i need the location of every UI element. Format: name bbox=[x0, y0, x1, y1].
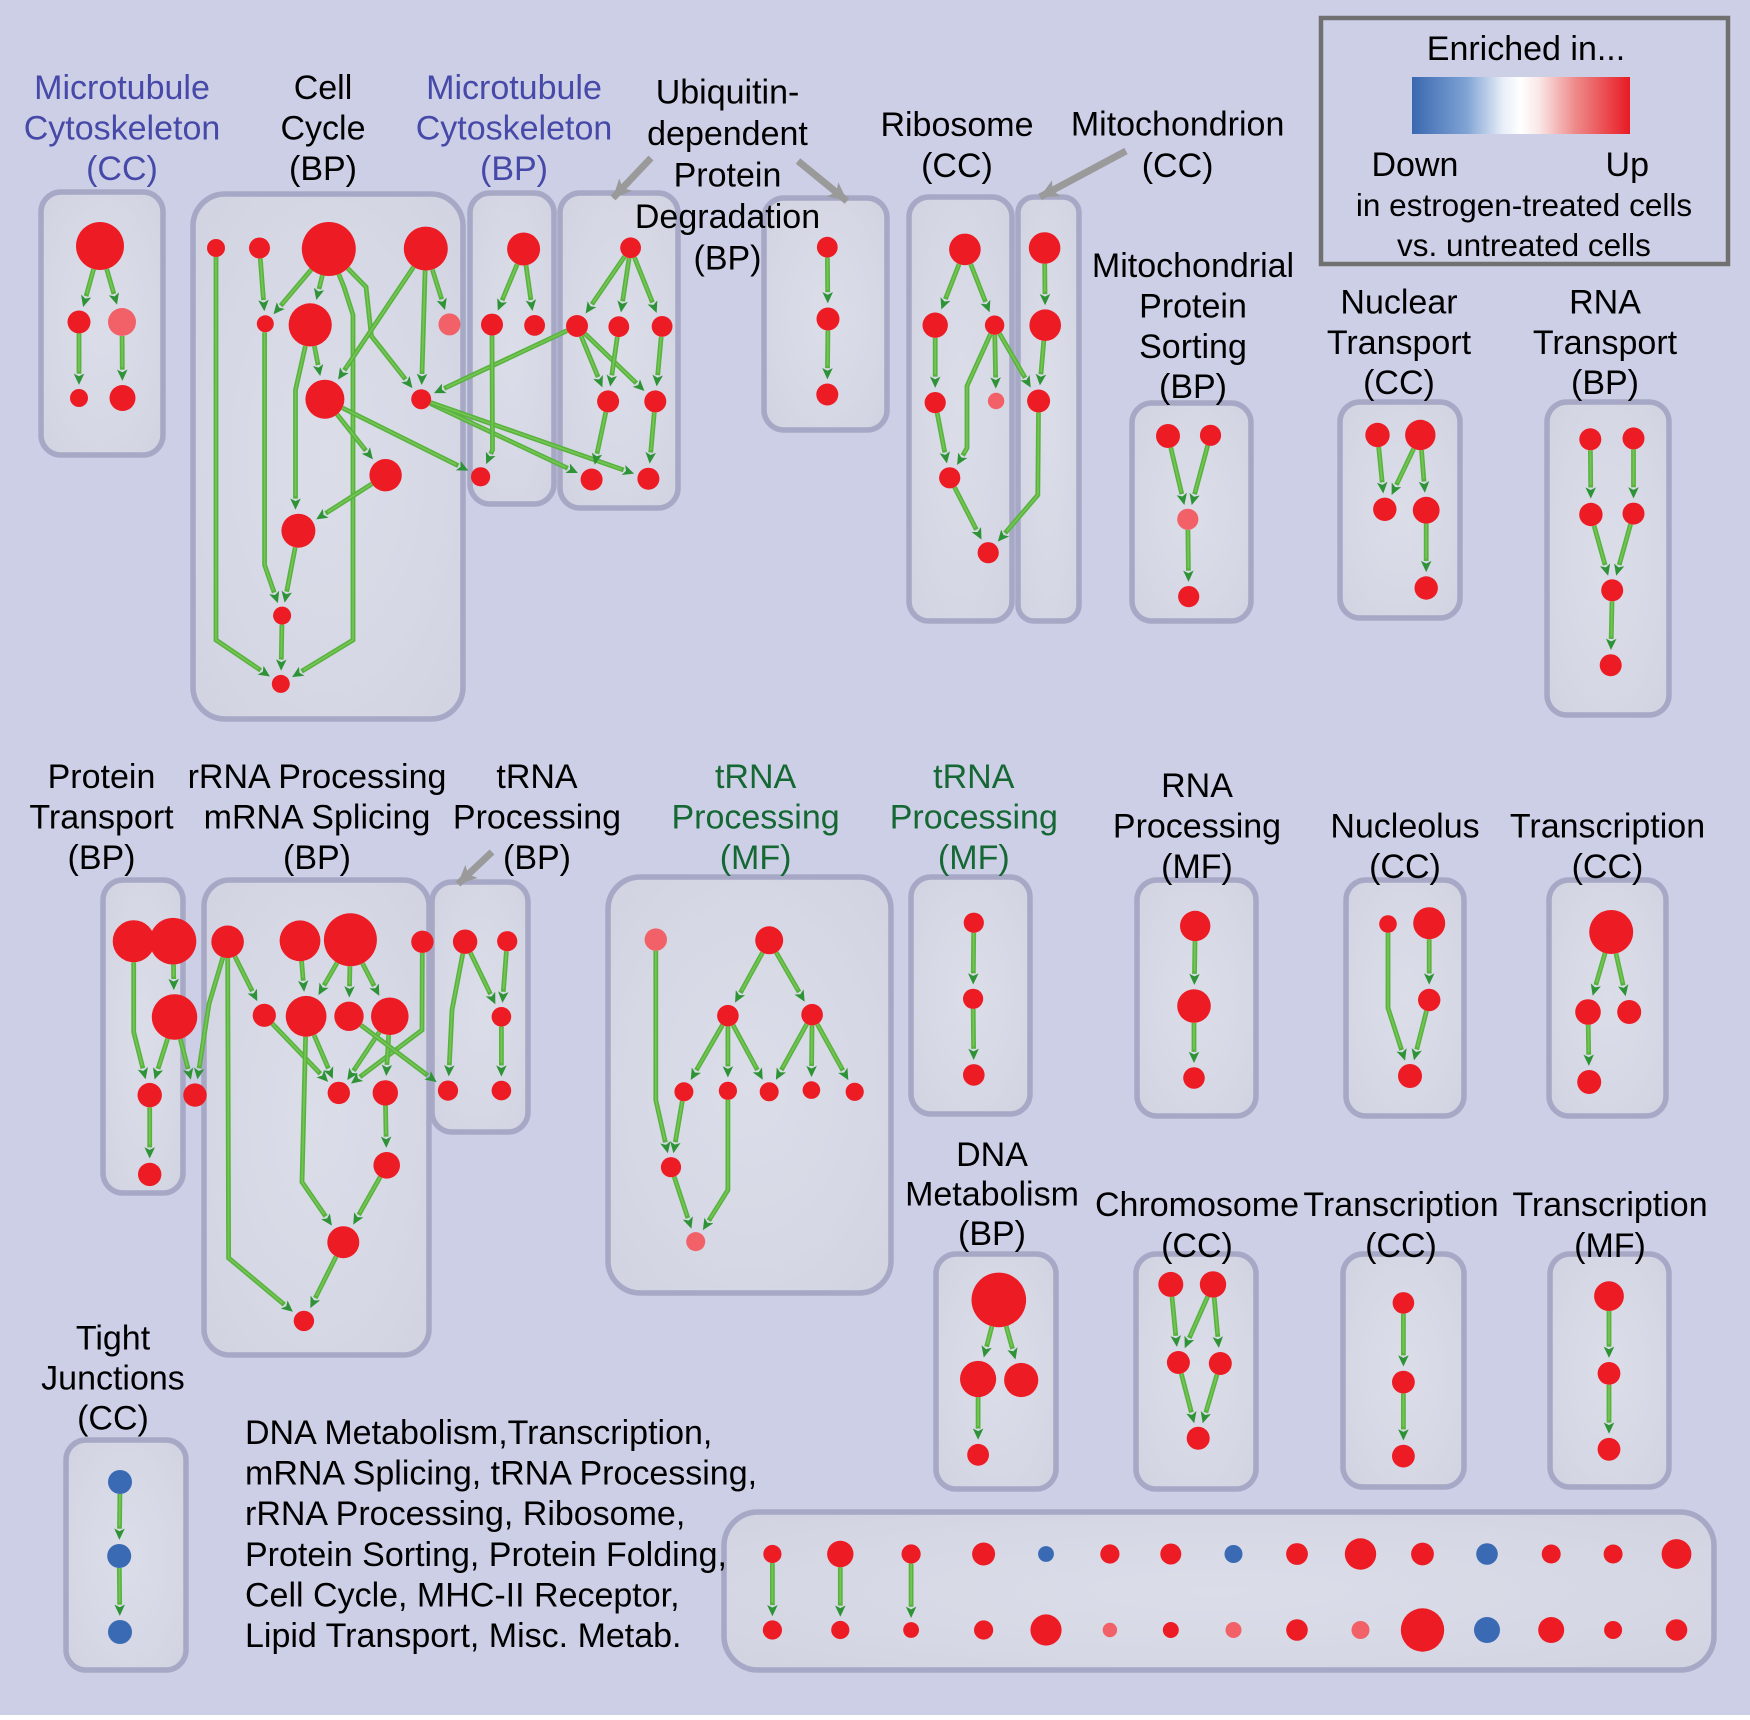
svg-text:Nucleolus: Nucleolus bbox=[1330, 808, 1479, 846]
svg-text:Transcription: Transcription bbox=[1510, 808, 1705, 846]
svg-text:(CC): (CC) bbox=[921, 147, 993, 185]
svg-text:Cell Cycle, MHC-II Receptor,: Cell Cycle, MHC-II Receptor, bbox=[245, 1576, 680, 1614]
svg-text:Chromosome: Chromosome bbox=[1095, 1186, 1299, 1224]
svg-text:Up: Up bbox=[1606, 146, 1649, 184]
svg-text:(CC): (CC) bbox=[1142, 147, 1214, 185]
svg-text:(BP): (BP) bbox=[694, 240, 762, 278]
svg-text:tRNA: tRNA bbox=[715, 758, 797, 796]
svg-text:Cycle: Cycle bbox=[280, 109, 365, 147]
svg-text:(CC): (CC) bbox=[1161, 1227, 1233, 1265]
svg-text:Transport: Transport bbox=[1533, 324, 1678, 362]
svg-text:in estrogen-treated cells: in estrogen-treated cells bbox=[1356, 187, 1692, 223]
svg-text:Protein Sorting, Protein Foldi: Protein Sorting, Protein Folding, bbox=[245, 1536, 727, 1574]
svg-text:Enriched in...: Enriched in... bbox=[1427, 30, 1625, 68]
svg-text:(CC): (CC) bbox=[86, 150, 158, 188]
svg-text:Metabolism: Metabolism bbox=[905, 1176, 1079, 1214]
svg-text:(BP): (BP) bbox=[480, 150, 548, 188]
svg-text:mRNA Splicing: mRNA Splicing bbox=[204, 798, 431, 836]
svg-text:(CC): (CC) bbox=[1363, 364, 1435, 402]
svg-text:Transcription: Transcription bbox=[1303, 1186, 1498, 1224]
svg-text:Tight: Tight bbox=[76, 1319, 151, 1357]
svg-text:Down: Down bbox=[1372, 146, 1459, 184]
svg-text:Lipid Transport, Misc. Metab.: Lipid Transport, Misc. Metab. bbox=[245, 1617, 682, 1655]
svg-text:Cytoskeleton: Cytoskeleton bbox=[416, 109, 613, 147]
svg-text:Protein: Protein bbox=[1139, 287, 1247, 325]
svg-text:Processing: Processing bbox=[453, 798, 621, 836]
svg-text:Ubiquitin-: Ubiquitin- bbox=[656, 74, 800, 112]
svg-text:rRNA Processing: rRNA Processing bbox=[188, 758, 447, 796]
svg-text:Microtubule: Microtubule bbox=[34, 69, 210, 107]
svg-text:(BP): (BP) bbox=[289, 150, 357, 188]
svg-text:(BP): (BP) bbox=[68, 839, 136, 877]
svg-text:tRNA: tRNA bbox=[933, 758, 1015, 796]
svg-text:Mitochondrion: Mitochondrion bbox=[1071, 106, 1285, 144]
svg-text:Cell: Cell bbox=[294, 69, 353, 107]
svg-text:Cytoskeleton: Cytoskeleton bbox=[24, 109, 221, 147]
svg-text:Transcription: Transcription bbox=[1512, 1186, 1707, 1224]
svg-text:Sorting: Sorting bbox=[1139, 328, 1247, 366]
svg-text:Processing: Processing bbox=[671, 798, 839, 836]
svg-text:(MF): (MF) bbox=[1161, 848, 1233, 886]
svg-text:(BP): (BP) bbox=[1159, 368, 1227, 406]
svg-text:Processing: Processing bbox=[890, 798, 1058, 836]
svg-text:DNA Metabolism,Transcription,: DNA Metabolism,Transcription, bbox=[245, 1414, 712, 1452]
svg-text:(MF): (MF) bbox=[1574, 1227, 1646, 1265]
svg-text:rRNA Processing, Ribosome,: rRNA Processing, Ribosome, bbox=[245, 1495, 685, 1533]
svg-text:Mitochondrial: Mitochondrial bbox=[1092, 247, 1294, 285]
svg-text:Transport: Transport bbox=[1327, 324, 1472, 362]
svg-text:(CC): (CC) bbox=[1365, 1227, 1437, 1265]
svg-text:(CC): (CC) bbox=[1572, 848, 1644, 886]
svg-text:Nuclear: Nuclear bbox=[1340, 284, 1457, 322]
svg-text:Processing: Processing bbox=[1113, 807, 1281, 845]
svg-text:DNA: DNA bbox=[956, 1136, 1028, 1174]
svg-text:(BP): (BP) bbox=[503, 839, 571, 877]
svg-text:Ribosome: Ribosome bbox=[880, 106, 1033, 144]
svg-text:(CC): (CC) bbox=[1369, 848, 1441, 886]
svg-text:(CC): (CC) bbox=[77, 1399, 149, 1437]
svg-text:(BP): (BP) bbox=[1571, 364, 1639, 402]
svg-text:mRNA Splicing, tRNA Processing: mRNA Splicing, tRNA Processing, bbox=[245, 1455, 757, 1493]
svg-text:RNA: RNA bbox=[1569, 284, 1641, 322]
svg-text:RNA: RNA bbox=[1161, 767, 1233, 805]
svg-text:(BP): (BP) bbox=[958, 1215, 1026, 1253]
svg-text:Junctions: Junctions bbox=[41, 1359, 185, 1397]
svg-text:tRNA: tRNA bbox=[496, 758, 578, 796]
svg-text:dependent: dependent bbox=[647, 115, 808, 153]
svg-text:(MF): (MF) bbox=[720, 839, 792, 877]
svg-text:Protein: Protein bbox=[48, 758, 156, 796]
svg-text:(MF): (MF) bbox=[938, 839, 1010, 877]
svg-text:vs. untreated cells: vs. untreated cells bbox=[1397, 227, 1651, 263]
svg-text:Degradation: Degradation bbox=[635, 198, 820, 236]
svg-text:Protein: Protein bbox=[674, 157, 782, 195]
svg-text:(BP): (BP) bbox=[283, 839, 351, 877]
svg-text:Microtubule: Microtubule bbox=[426, 69, 602, 107]
svg-text:Transport: Transport bbox=[29, 798, 174, 836]
